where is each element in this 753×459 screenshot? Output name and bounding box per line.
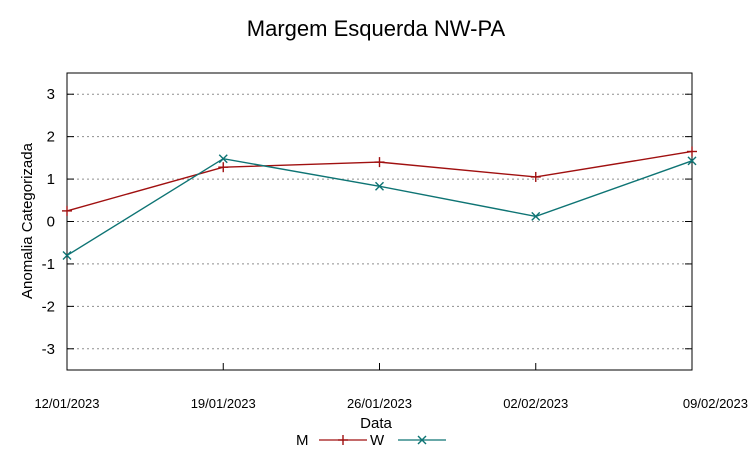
y-axis-ticks: 3 2 1 0 -1 -2 -3 [42, 86, 692, 358]
legend-label-m: M [296, 432, 309, 449]
data-point-w [687, 156, 697, 166]
x-axis-ticks: 12/01/2023 19/01/2023 26/01/2023 02/02/2023… [34, 363, 748, 411]
grid-lines [67, 93, 692, 350]
data-point-w [218, 154, 228, 164]
series-w [62, 154, 697, 260]
chart-title: Margem Esquerda NW-PA [247, 16, 506, 41]
data-point-m [687, 146, 697, 157]
y-tick-label: 1 [47, 171, 55, 188]
series-m [62, 146, 697, 216]
y-tick-label: -1 [42, 256, 55, 273]
x-tick-label: 09/02/2023 [683, 396, 748, 411]
series-line-w [66, 157, 693, 257]
legend: M W [296, 432, 446, 449]
legend-marker-w [417, 435, 427, 445]
cross-marker-b [218, 154, 228, 164]
x-axis-label: Data [360, 415, 392, 432]
y-axis-label: Anomalia Categorizada [19, 142, 36, 299]
x-tick-label: 02/02/2023 [503, 396, 568, 411]
cross-marker-b [62, 250, 72, 260]
data-point-m [530, 171, 541, 182]
y-tick-label: -3 [42, 341, 55, 358]
y-tick-label: -2 [42, 298, 55, 315]
data-point-m [218, 162, 229, 173]
cross-marker-b [531, 211, 541, 221]
x-tick-label: 26/01/2023 [347, 396, 412, 411]
y-tick-label: 2 [47, 129, 55, 146]
data-point-w [531, 211, 541, 221]
cross-marker-b [375, 181, 384, 191]
legend-marker-m [338, 435, 348, 445]
cross-marker-b [687, 156, 697, 166]
data-point-m [62, 205, 72, 216]
y-tick-label: 0 [47, 214, 55, 231]
data-point-w [375, 181, 384, 191]
x-tick-label: 12/01/2023 [34, 396, 99, 411]
y-tick-label: 3 [47, 86, 55, 103]
series-layer [62, 146, 697, 260]
data-point-m [374, 157, 385, 168]
legend-label-w: W [370, 432, 385, 449]
data-point-w [62, 250, 72, 260]
x-tick-label: 19/01/2023 [191, 396, 256, 411]
